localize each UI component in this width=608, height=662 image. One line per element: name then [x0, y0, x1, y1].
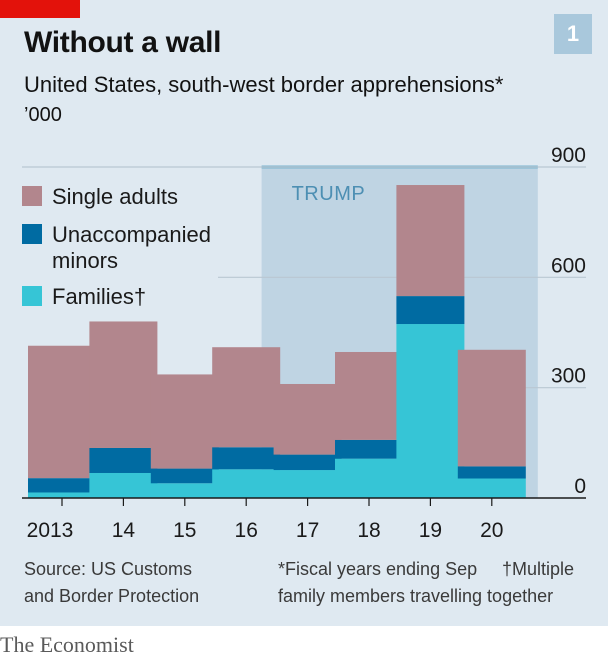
bar-single-adults — [89, 321, 158, 448]
bar-single-adults — [335, 351, 403, 440]
brand-wordmark: The Economist — [0, 632, 134, 657]
bar-families — [28, 492, 96, 498]
y-tick-label: 900 — [551, 144, 586, 167]
bar-single-adults — [457, 349, 526, 467]
bar-unaccompanied-minors — [212, 447, 281, 470]
bar-unaccompanied-minors — [396, 296, 465, 325]
source-note: Source: US Customs and Border Protection — [24, 556, 199, 610]
unit-label: ’000 — [24, 104, 62, 126]
x-tick-label: 19 — [419, 519, 442, 542]
chart-number-badge: 1 — [554, 14, 592, 54]
bar-unaccompanied-minors — [457, 466, 526, 479]
legend-item-single-adults-label: Single adults — [52, 184, 178, 209]
bar-families — [457, 478, 526, 498]
multiple-members-note-line2: family members travelling together — [278, 583, 553, 610]
fiscal-year-line: *Fiscal years ending Sep — [278, 559, 478, 579]
x-tick-label: 15 — [173, 519, 196, 542]
bar-single-adults — [212, 347, 281, 448]
y-tick-label: 300 — [551, 365, 586, 388]
bar-unaccompanied-minors — [150, 468, 219, 484]
bar-families — [212, 469, 281, 498]
legend-item-unaccompanied-minors-label-cont: minors — [52, 248, 118, 273]
legend-item-families-label: Families† — [52, 284, 146, 309]
bar-unaccompanied-minors — [335, 439, 403, 459]
legend-item-families-swatch — [22, 286, 42, 306]
x-tick-label: 2013 — [27, 519, 74, 542]
x-tick-label: 14 — [112, 519, 136, 542]
legend-item-single-adults-swatch — [22, 186, 42, 206]
legend-item-unaccompanied-minors-swatch — [22, 224, 42, 244]
bar-single-adults — [396, 185, 465, 297]
multiple-members-note: †Multiple — [502, 556, 574, 583]
y-tick-label: 600 — [551, 254, 586, 277]
multiple-line-1: †Multiple — [502, 559, 575, 579]
bar-families — [89, 472, 158, 498]
x-tick-label: 20 — [480, 519, 503, 542]
y-tick-label: 0 — [574, 475, 586, 498]
brand-red-tag — [0, 0, 80, 18]
bar-chart: TRUMP 0 300 600 900 2013 14 15 16 17 18 19 20 Single … — [22, 144, 586, 542]
bar-single-adults — [28, 345, 96, 479]
legend-item-unaccompanied-minors-label: Unaccompanied — [52, 222, 211, 247]
fiscal-year-note: *Fiscal years ending Sep — [278, 556, 477, 583]
bar-families — [396, 324, 465, 498]
multiple-line-2: family members travelling together — [278, 586, 554, 606]
x-tick-label: 16 — [235, 519, 258, 542]
bar-unaccompanied-minors — [273, 454, 342, 471]
chart-subtitle: United States, south-west border apprehe… — [24, 72, 504, 97]
source-line-1: Source: US Customs — [24, 559, 193, 579]
chart-title: Without a wall — [24, 26, 222, 59]
x-tick-label: 17 — [296, 519, 319, 542]
shaded-region-label: TRUMP — [292, 183, 366, 205]
bar-unaccompanied-minors — [89, 447, 158, 473]
bar-families — [335, 458, 403, 498]
bar-families — [273, 470, 342, 498]
bar-single-adults — [150, 374, 219, 469]
source-line-2: and Border Protection — [24, 586, 200, 606]
bar-families — [150, 483, 219, 498]
x-tick-label: 18 — [357, 519, 380, 542]
bar-single-adults — [273, 383, 342, 455]
bar-unaccompanied-minors — [28, 478, 96, 493]
